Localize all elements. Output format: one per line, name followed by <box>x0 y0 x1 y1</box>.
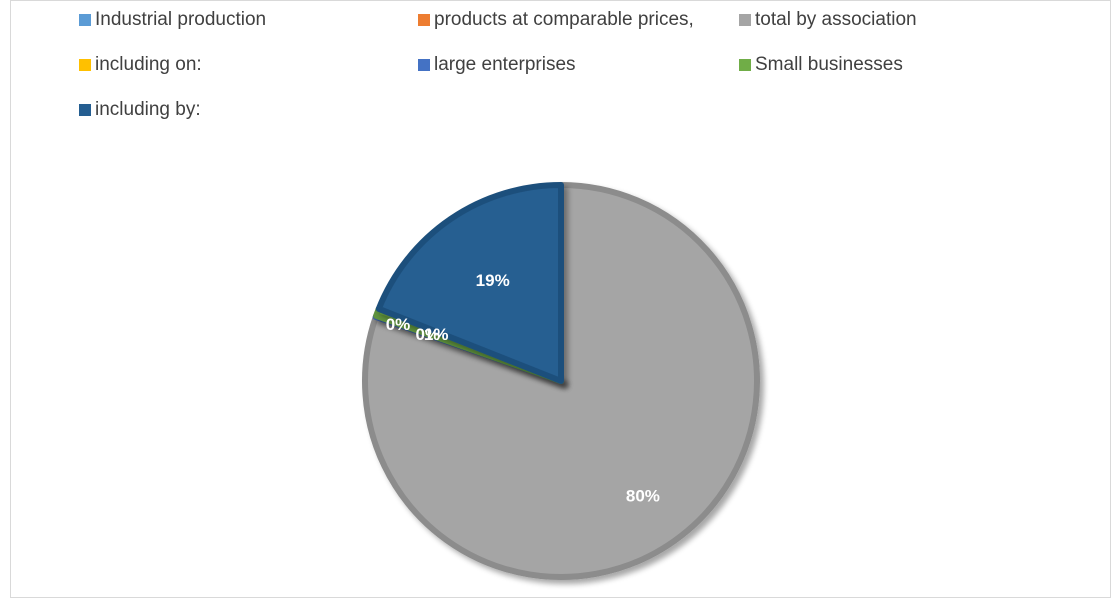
chart-area: Industrial production products at compar… <box>10 0 1111 598</box>
pie-slices <box>362 182 760 580</box>
data-label-total-by-association: 80% <box>626 486 660 505</box>
legend-label: large enterprises <box>434 54 576 75</box>
legend-swatch <box>418 58 430 71</box>
data-label-including-by: 19% <box>476 271 510 290</box>
legend-swatch <box>739 58 751 71</box>
legend-label: Small businesses <box>755 54 903 75</box>
data-label-including-on: 0% <box>386 315 411 334</box>
legend-label: including by: <box>95 99 201 120</box>
legend: Industrial production products at compar… <box>11 1 1112 171</box>
legend-label: including on: <box>95 54 202 75</box>
legend-label: products at comparable prices, <box>434 9 694 30</box>
legend-item-large-enterprises: large enterprises <box>418 55 576 74</box>
legend-swatch <box>79 13 91 26</box>
pie-chart: 80%0%0%1%19% <box>362 182 760 580</box>
legend-label: total by association <box>755 9 917 30</box>
legend-item-small-businesses: Small businesses <box>739 55 903 74</box>
legend-label: Industrial production <box>95 9 267 30</box>
legend-item-including-on: including on: <box>79 55 202 74</box>
legend-item-total-by-association: total by association <box>739 10 917 29</box>
legend-item-industrial-production: Industrial production <box>79 10 266 29</box>
legend-swatch <box>739 13 751 26</box>
legend-item-products-at-comparable-prices: products at comparable prices, <box>418 10 694 29</box>
pie-data-labels: 80%0%0%1%19% <box>386 271 660 505</box>
data-label-small-businesses: 1% <box>424 325 449 344</box>
legend-swatch <box>418 13 430 26</box>
legend-swatch <box>79 58 91 71</box>
pie-slice-including-by <box>375 182 564 384</box>
data-label-large-enterprises: 0% <box>416 325 441 344</box>
legend-item-including-by: including by: <box>79 100 201 119</box>
legend-swatch <box>79 103 91 116</box>
